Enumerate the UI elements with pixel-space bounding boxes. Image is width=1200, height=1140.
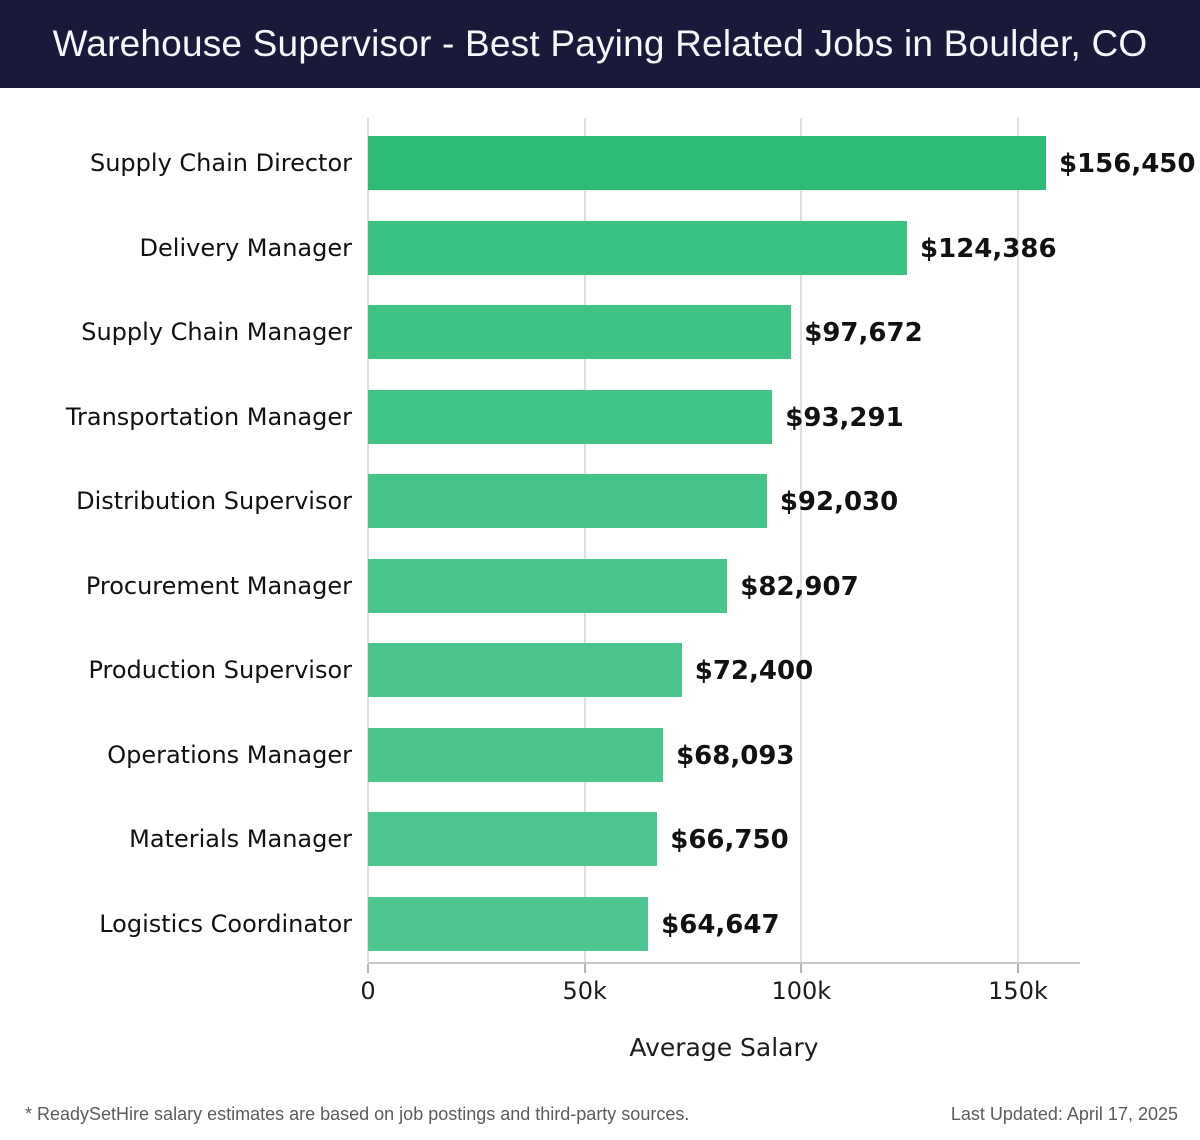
salary-bar: [368, 136, 1046, 190]
x-tick-label: 0: [360, 977, 376, 1005]
gridline: [800, 118, 803, 963]
value-label: $124,386: [920, 233, 1057, 264]
value-label: $68,093: [676, 740, 795, 771]
value-label: $82,907: [740, 571, 859, 602]
gridline: [1017, 118, 1020, 963]
value-label: $92,030: [779, 487, 899, 517]
value-label: $97,672: [804, 318, 923, 348]
last-updated: Last Updated: April 17, 2025: [950, 1103, 1178, 1124]
value-label: $72,400: [694, 656, 814, 686]
category-label: Procurement Manager: [85, 571, 352, 600]
x-tick: [800, 964, 803, 973]
x-tick: [583, 964, 586, 973]
x-tick-label: 100k: [771, 977, 832, 1005]
category-label: Materials Manager: [129, 825, 352, 853]
salary-bar: [368, 305, 792, 359]
category-label: Production Supervisor: [88, 656, 352, 684]
salary-bar: [368, 896, 649, 951]
plot-area: [367, 118, 1080, 964]
salary-bar: [368, 727, 664, 782]
salary-bar: [368, 812, 658, 866]
salary-bar: [368, 643, 682, 697]
x-tick-label: 150k: [988, 977, 1048, 1005]
salary-bar: [368, 558, 728, 613]
value-label: $93,291: [785, 402, 904, 433]
salary-bar: [368, 220, 908, 275]
footer: * ReadySetHire salary estimates are base…: [0, 1096, 1200, 1132]
category-label: Distribution Supervisor: [76, 487, 352, 515]
source-note: * ReadySetHire salary estimates are base…: [25, 1103, 690, 1124]
x-tick: [1017, 964, 1020, 973]
value-label: $64,647: [661, 909, 780, 940]
x-axis-title: Average Salary: [629, 1033, 819, 1062]
gridline: [583, 118, 586, 963]
category-label: Logistics Coordinator: [99, 909, 352, 938]
gridline: [367, 118, 369, 963]
category-label: Supply Chain Director: [89, 149, 352, 177]
page-title: Warehouse Supervisor - Best Paying Relat…: [52, 23, 1148, 64]
value-label: $156,450: [1058, 149, 1196, 179]
x-tick-label: 50k: [562, 977, 607, 1005]
salary-bar: [368, 389, 773, 444]
category-label: Supply Chain Manager: [81, 318, 352, 346]
salary-bar: [368, 474, 767, 528]
category-label: Delivery Manager: [139, 233, 352, 262]
value-label: $66,750: [670, 825, 789, 855]
category-label: Operations Manager: [107, 740, 352, 769]
x-tick: [367, 964, 369, 973]
category-label: Transportation Manager: [65, 402, 352, 431]
header-bar: Warehouse Supervisor - Best Paying Relat…: [0, 0, 1200, 88]
x-axis-line: [368, 962, 1080, 964]
